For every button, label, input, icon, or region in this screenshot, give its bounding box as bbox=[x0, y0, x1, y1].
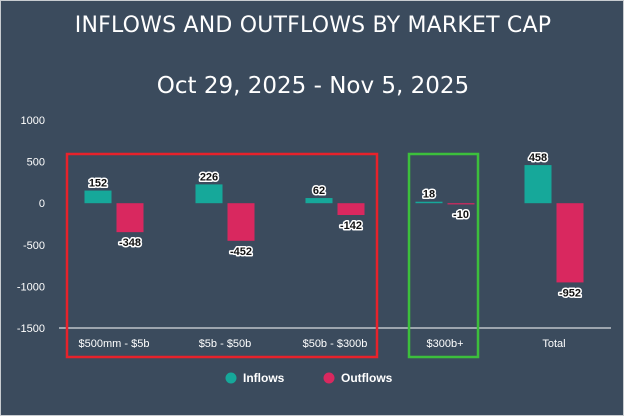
outflow-bar bbox=[337, 203, 365, 216]
y-tick-label: -1000 bbox=[17, 281, 45, 293]
y-tick-label: 500 bbox=[27, 157, 45, 169]
data-label: 152 bbox=[89, 178, 107, 190]
data-label: 62 bbox=[313, 185, 325, 197]
y-tick-label: 1000 bbox=[21, 115, 45, 127]
inflow-bar bbox=[84, 190, 112, 204]
inflow-bar bbox=[415, 201, 443, 204]
highlight-box bbox=[407, 152, 480, 359]
y-tick-label: -1500 bbox=[17, 323, 45, 335]
inflow-bar bbox=[524, 165, 552, 204]
category-label: Total bbox=[542, 338, 565, 350]
highlight-box bbox=[65, 152, 379, 359]
legend-label: Inflows bbox=[243, 371, 285, 385]
data-label: -452 bbox=[230, 246, 252, 258]
outflow-bar bbox=[556, 203, 584, 283]
chart-title: INFLOWS AND OUTFLOWS BY MARKET CAP bbox=[74, 13, 552, 38]
legend-swatch-outflows bbox=[323, 372, 335, 384]
legend-swatch-inflows bbox=[225, 372, 237, 384]
category-label: $500mm - $5b bbox=[79, 338, 150, 350]
category-label: $300b+ bbox=[426, 338, 463, 350]
inflow-bar bbox=[305, 198, 333, 204]
data-label: 458 bbox=[529, 152, 547, 164]
outflow-bar bbox=[447, 203, 475, 205]
legend-label: Outflows bbox=[341, 371, 393, 385]
y-tick-label: 0 bbox=[39, 198, 45, 210]
outflow-bar bbox=[227, 203, 255, 241]
outflow-bar bbox=[116, 203, 144, 233]
data-label: -952 bbox=[559, 287, 581, 299]
data-label: 18 bbox=[423, 189, 435, 201]
chart-subtitle: Oct 29, 2025 - Nov 5, 2025 bbox=[156, 73, 470, 99]
category-label: $50b - $300b bbox=[303, 338, 368, 350]
data-label: 226 bbox=[200, 171, 218, 183]
data-label: -10 bbox=[453, 209, 469, 221]
data-label: -142 bbox=[340, 220, 362, 232]
data-label: -348 bbox=[119, 237, 141, 249]
inflow-bar bbox=[195, 184, 223, 204]
category-label: $5b - $50b bbox=[199, 338, 252, 350]
y-tick-label: -500 bbox=[23, 240, 45, 252]
